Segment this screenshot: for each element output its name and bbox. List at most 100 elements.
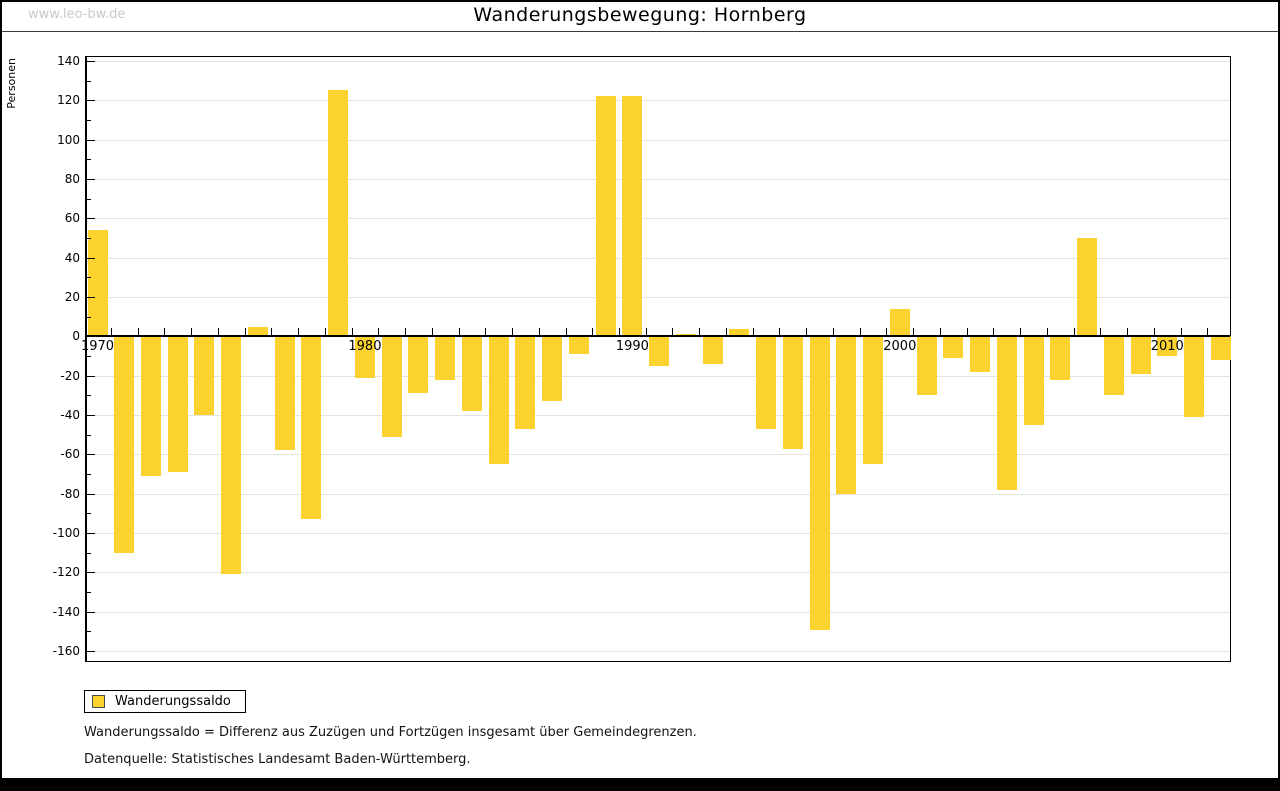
bar-1974 [194,336,215,416]
bar-1981 [381,336,402,437]
bar-1972 [140,336,161,477]
gridline-40 [87,257,1230,259]
bar-1991 [649,336,670,366]
x-axis-tick-1982 [431,328,433,336]
bar-2002 [943,336,964,358]
x-axis-tick-1995 [779,328,781,336]
x-axis-tick-2011 [1207,328,1209,336]
y-tick-label--20: -20 [60,368,80,383]
watermark: www.leo-bw.de [28,7,126,22]
y-axis-tick-60 [87,218,95,220]
x-axis-tick-2000 [913,328,915,336]
gridline-20 [87,297,1230,299]
y-axis-tick--110 [87,552,91,554]
x-axis-tick-1994 [752,328,754,336]
bar-2003 [970,336,991,372]
x-axis-tick-1993 [725,328,727,336]
plot-area: 1970 1980 1990 2000 2010 [81,56,1231,662]
y-tick-label--80: -80 [60,486,80,501]
bar-1996 [782,336,803,449]
gridline--40 [87,415,1230,417]
x-axis-tick-2006 [1073,328,1075,336]
gridline--120 [87,572,1230,574]
bar-2012 [1210,336,1231,360]
bar-1977 [274,336,295,451]
bar-1982 [408,336,429,394]
x-tick-label-1990: 1990 [615,339,649,355]
y-axis-tick-70 [87,198,91,200]
x-axis-tick-1973 [191,328,193,336]
y-axis-tick-140 [87,60,95,62]
y-axis-tick--90 [87,513,91,515]
x-axis-tick-1985 [512,328,514,336]
gridline-80 [87,178,1230,180]
bar-1998 [836,336,857,494]
bar-1994 [729,328,750,337]
bar-1970 [87,230,108,337]
bar-1988 [568,336,589,355]
x-axis-tick-1991 [672,328,674,336]
legend-swatch-icon [92,695,105,708]
x-axis-tick-1998 [859,328,861,336]
bar-1983 [435,336,456,380]
bar-1979 [328,90,349,337]
bar-1986 [515,336,536,429]
x-axis-tick-1992 [699,328,701,336]
y-axis-tick--140 [87,611,95,613]
x-tick-label-2000: 2000 [883,339,917,355]
y-axis-tick-120 [87,100,95,102]
y-tick-label--60: -60 [60,447,80,462]
bar-1975 [221,336,242,575]
y-tick-label-100: 100 [57,132,80,147]
gridline--100 [87,533,1230,535]
bar-2006 [1050,336,1071,380]
x-axis-tick-1987 [565,328,567,336]
bar-1971 [114,336,135,553]
y-axis-tick--50 [87,434,91,436]
x-axis-tick-2003 [993,328,995,336]
chart-title: Wanderungsbewegung: Hornberg [473,4,807,26]
y-axis-tick--40 [87,415,95,417]
y-tick-label-40: 40 [64,250,80,265]
x-axis-tick-2007 [1100,328,1102,336]
x-axis-tick-2010 [1180,328,1182,336]
y-axis-tick-40 [87,257,95,259]
gridline--80 [87,493,1230,495]
y-tick-label--160: -160 [52,644,80,659]
x-axis-tick-2002 [966,328,968,336]
gridline--160 [87,651,1230,653]
gridline--20 [87,375,1230,377]
y-tick-label-80: 80 [64,171,80,186]
x-axis-tick-1983 [458,328,460,336]
gridline--140 [87,611,1230,613]
gridline-140 [87,60,1230,62]
x-axis-tick-2001 [939,328,941,336]
x-axis-zero-line [87,335,1230,338]
y-axis-tick--70 [87,474,91,476]
gridline--60 [87,454,1230,456]
x-axis-tick-1990 [645,328,647,336]
y-axis-tick-30 [87,277,91,279]
y-axis-tick-90 [87,159,91,161]
y-axis-tick--30 [87,395,91,397]
bar-1987 [542,336,563,402]
x-axis-tick-1976 [271,328,273,336]
gridline-120 [87,100,1230,102]
y-tick-label-0: 0 [72,329,80,344]
gridline-100 [87,139,1230,141]
bar-1976 [247,326,268,337]
y-axis-tick--130 [87,592,91,594]
x-axis-tick-1997 [832,328,834,336]
bar-1985 [488,336,509,465]
x-axis-tick-2004 [1020,328,1022,336]
bar-1989 [595,96,616,337]
y-axis-tick--160 [87,651,95,653]
x-axis-tick-1978 [324,328,326,336]
y-axis-tick-20 [87,297,95,299]
bar-2010 [1157,336,1178,357]
x-axis-tick-1975 [244,328,246,336]
bar-1993 [702,336,723,364]
y-axis-tick-130 [87,80,91,82]
x-axis-tick-1977 [298,328,300,336]
